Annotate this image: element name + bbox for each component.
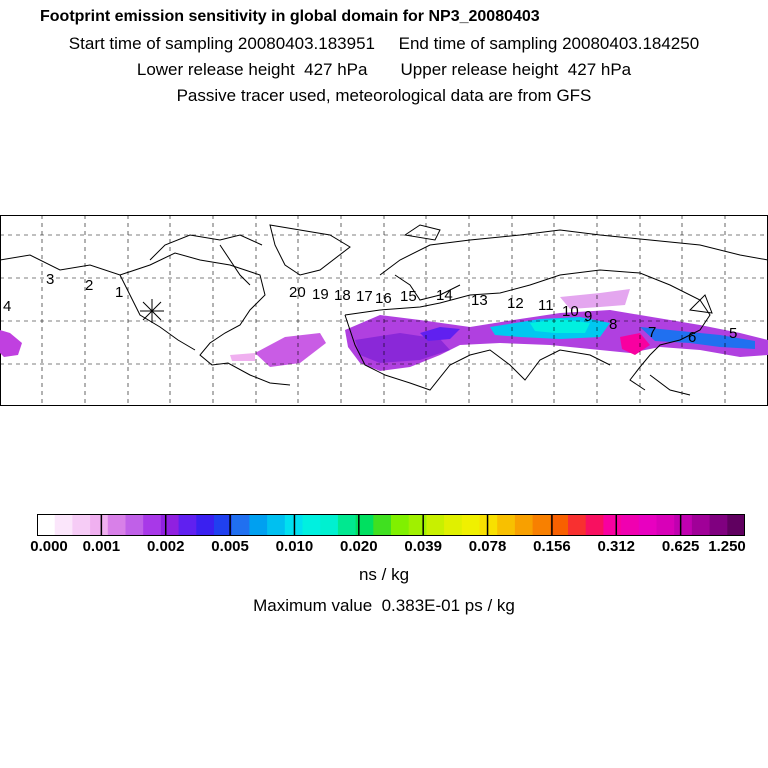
- colorbar-tick-label: 0.078: [468, 538, 507, 555]
- trajectory-label: 11: [538, 297, 554, 314]
- colorbar-segment: [585, 514, 604, 536]
- colorbar-segment: [231, 514, 250, 536]
- colorbar-segment: [337, 514, 357, 536]
- sampling-time-line: Start time of sampling 20080403.183951 E…: [68, 34, 700, 53]
- trajectory-label: 20: [289, 284, 306, 301]
- colorbar-segment: [550, 514, 569, 536]
- coastlines: [0, 224, 768, 396]
- colorbar-segment: [674, 514, 693, 536]
- colorbar-tick-label: 0.020: [340, 538, 378, 555]
- trajectory-label: 15: [400, 288, 417, 305]
- colorbar-segment: [90, 514, 109, 536]
- release-height-line: Lower release height 427 hPa Upper relea…: [136, 60, 632, 79]
- colorbar-segment: [426, 514, 445, 536]
- colorbar-tick-label: 0.010: [275, 538, 314, 555]
- colorbar-tick-label: 1.250: [708, 538, 746, 555]
- colorbar-segment: [196, 514, 215, 536]
- colorbar-segment: [656, 514, 675, 536]
- trajectory-label: 12: [507, 295, 524, 312]
- trajectory-label: 10: [562, 303, 579, 320]
- colorbar-segment: [267, 514, 286, 536]
- release-point-marker: [140, 299, 164, 323]
- footprint-plume: [0, 289, 768, 371]
- trajectory-label: 3: [46, 271, 54, 288]
- colorbar-segment: [178, 514, 197, 536]
- colorbar-segment: [568, 514, 587, 536]
- trajectory-label: 16: [375, 290, 392, 307]
- colorbar-segment: [709, 514, 728, 536]
- colorbar-tick-label: 0.039: [404, 538, 442, 555]
- world-map: 43 2 1 20 19 18 17 16 15 14 13 12 11 10 9 8 7 6 5: [0, 215, 768, 406]
- colorbar-segment: [638, 514, 657, 536]
- colorbar-segment: [621, 514, 640, 536]
- colorbar-tick-label: 0.312: [597, 538, 636, 555]
- colorbar: [37, 514, 745, 536]
- trajectory-label: 17: [356, 288, 373, 305]
- colorbar-units: ns / kg: [358, 565, 410, 584]
- colorbar-segment: [249, 514, 268, 536]
- trajectory-label: 13: [471, 292, 488, 309]
- colorbar-segment: [497, 514, 516, 536]
- figure-title: Footprint emission sensitivity in global…: [40, 8, 540, 25]
- trajectory-label: 19: [312, 286, 329, 303]
- colorbar-segment: [355, 514, 374, 536]
- colorbar-segment: [214, 514, 233, 536]
- colorbar-segment: [373, 514, 392, 536]
- colorbar-segment: [54, 514, 73, 536]
- maximum-value: Maximum value 0.383E-01 ps / kg: [253, 596, 515, 615]
- colorbar-segment: [391, 514, 410, 536]
- trajectory-labels: 43 2 1 20 19 18 17 16 15 14 13 12 11 10 9 8 7 6 5: [3, 271, 737, 346]
- colorbar-segment: [461, 514, 480, 536]
- colorbar-segment: [125, 514, 144, 536]
- colorbar-segment: [408, 514, 427, 536]
- trajectory-label: 4: [3, 298, 11, 315]
- colorbar-segment: [107, 514, 126, 536]
- colorbar-tick-label: 0.001: [82, 538, 121, 555]
- trajectory-label: 14: [436, 287, 453, 304]
- colorbar-tick-label: 0.005: [211, 538, 249, 555]
- colorbar-segment: [727, 514, 745, 536]
- colorbar-segment: [691, 514, 711, 536]
- tracer-info-line: Passive tracer used, meteorological data…: [176, 86, 592, 105]
- trajectory-label: 6: [688, 329, 696, 346]
- trajectory-label: 2: [85, 277, 93, 294]
- colorbar-segment: [479, 514, 498, 536]
- colorbar-segment: [532, 514, 551, 536]
- colorbar-frame: [37, 514, 745, 536]
- colorbar-segment: [143, 514, 162, 536]
- colorbar-segment: [514, 514, 534, 536]
- colorbar-segment: [160, 514, 180, 536]
- colorbar-tick-label: 0.625: [661, 538, 700, 555]
- colorbar-tick-label: 0.156: [533, 538, 571, 555]
- trajectory-label: 7: [648, 324, 656, 341]
- colorbar-segment: [444, 514, 463, 536]
- colorbar-tick-label: 0.000: [30, 538, 68, 555]
- colorbar-segment: [72, 514, 91, 536]
- colorbar-segment: [302, 514, 321, 536]
- graticule: [0, 215, 768, 406]
- colorbar-tick-label: 0.002: [146, 538, 185, 555]
- trajectory-label: 1: [115, 284, 123, 301]
- trajectory-label: 5: [729, 325, 737, 342]
- trajectory-label: 9: [584, 308, 592, 325]
- colorbar-segment: [320, 514, 339, 536]
- trajectory-label: 18: [334, 287, 351, 304]
- trajectory-label: 8: [609, 316, 617, 333]
- colorbar-segment: [603, 514, 622, 536]
- colorbar-segment: [37, 514, 56, 536]
